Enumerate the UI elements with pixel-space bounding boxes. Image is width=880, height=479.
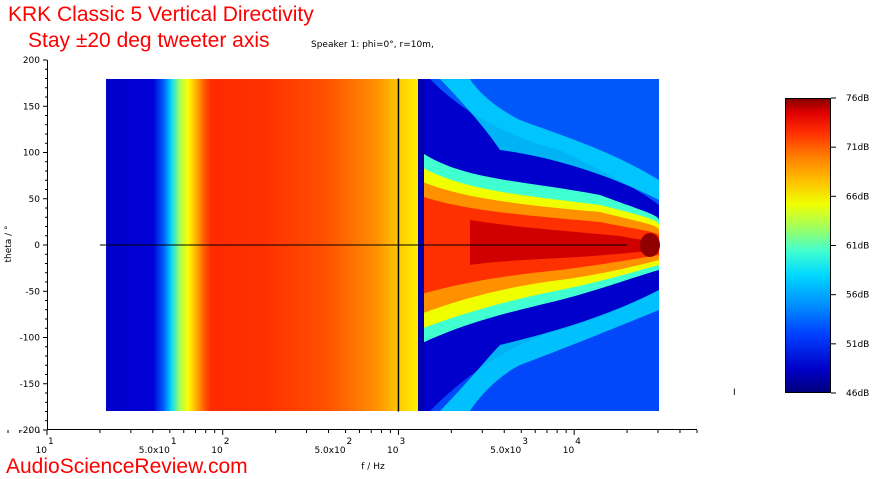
chart-subtitle: Speaker 1: phi=0°, r=10m, (311, 40, 434, 50)
x-tick-label-exponent: 3 (399, 437, 405, 447)
colorbar-tick-label: 46dB (846, 389, 869, 399)
colorbar-tick-label: 56dB (846, 291, 869, 301)
y-tick-label: 200 (23, 56, 40, 66)
y-tick-label: -100 (20, 334, 41, 344)
colorbar-gradient (785, 98, 831, 393)
y-tick-label: 150 (23, 102, 40, 112)
chart-title-line-1: KRK Classic 5 Vertical Directivity (8, 3, 314, 26)
x-tick-label-exponent: 1 (171, 437, 177, 447)
chart-title-line-2: Stay ±20 deg tweeter axis (28, 29, 270, 52)
colorbar-tick-label: 66dB (846, 192, 869, 202)
y-tick-label: 100 (23, 149, 40, 159)
colorbar-tick-label: 76dB (846, 94, 869, 104)
x-tick-label-base: 10 (36, 446, 48, 456)
x-tick-label: 102 (211, 437, 229, 456)
x-tick-label: 101 (36, 437, 54, 456)
x-tick-label-base: 10 (211, 446, 223, 456)
x-tick-label-base: 5.0x10 (314, 446, 345, 456)
x-tick-label-base: 5.0x10 (490, 446, 521, 456)
x-tick-label: 104 (563, 437, 581, 456)
x-axis-label: f / Hz (361, 462, 385, 472)
colorbar-tick-label: 61dB (846, 242, 869, 252)
x-tick-label-exponent: 2 (347, 437, 353, 447)
watermark: AudioScienceReview.com (6, 455, 248, 478)
x-tick-label-exponent: 4 (575, 437, 581, 447)
y-tick-label: 50 (29, 195, 41, 205)
x-tick-label-base: 10 (387, 446, 399, 456)
colorbar-tick-label: 51dB (846, 340, 869, 350)
crosshair (99, 78, 628, 412)
colorbar: 76dB 71dB 66dB 61dB 56dB 51dB 46dB (785, 94, 869, 399)
y-axis-label: theta / ° (4, 225, 14, 262)
colorbar-tick-label: 71dB (846, 143, 869, 153)
stray-mark: I (733, 388, 736, 398)
y-tick-label: 0 (34, 241, 40, 251)
x-tick-label-base: 10 (563, 446, 575, 456)
x-tick-label-base: 5.0x10 (139, 446, 170, 456)
plot-axes (47, 60, 697, 430)
colorbar-ticks: 76dB 71dB 66dB 61dB 56dB 51dB 46dB (831, 94, 869, 399)
x-tick-label-exponent: 3 (522, 437, 528, 447)
y-tick-label: -50 (25, 287, 40, 297)
y-tick-label: -150 (20, 380, 41, 390)
x-tick-label-exponent: 1 (48, 437, 54, 447)
x-tick-label-exponent: 2 (224, 437, 230, 447)
x-tick-label: 103 (387, 437, 405, 456)
